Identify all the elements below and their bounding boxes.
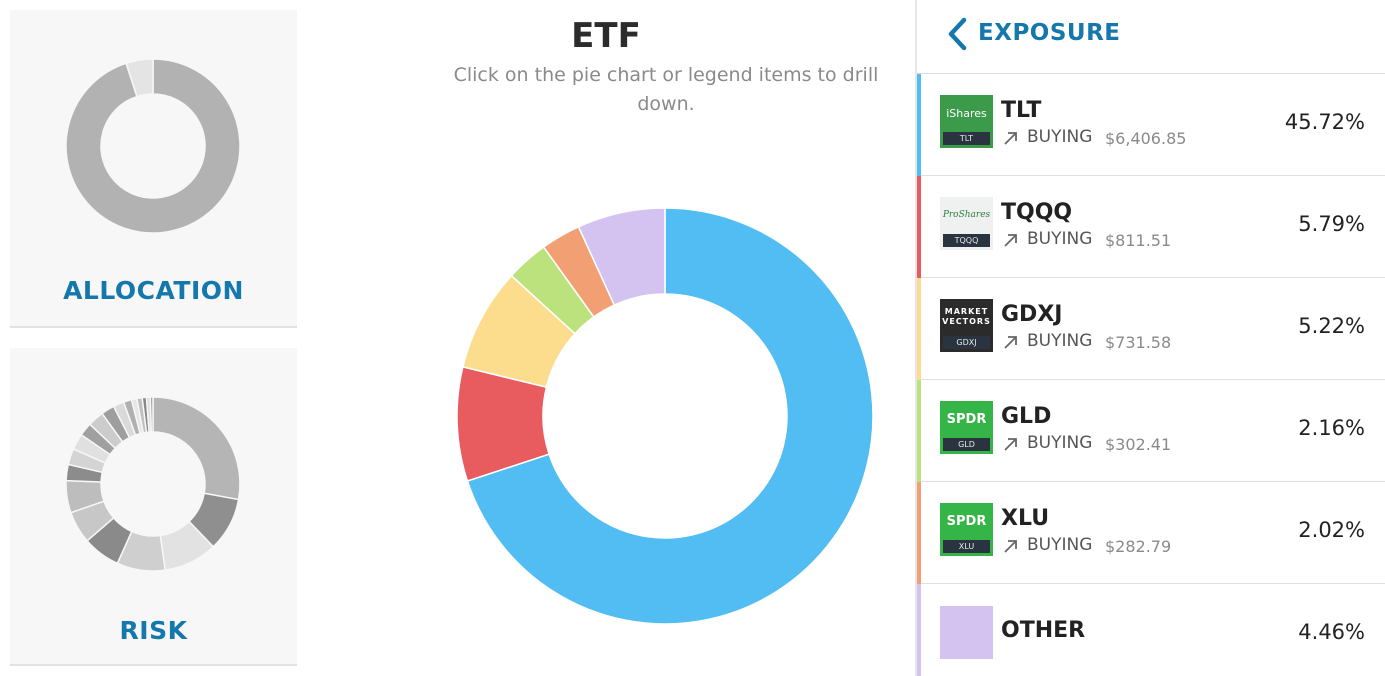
action-status: BUYING <box>1027 433 1093 453</box>
fund-logo-brand: ProShares <box>942 210 991 220</box>
etf-slice-other[interactable] <box>577 207 666 307</box>
color-indicator <box>917 278 921 380</box>
action-status: BUYING <box>1027 229 1093 249</box>
risk-label: RISK <box>119 616 188 645</box>
risk-slice-19[interactable] <box>149 396 154 433</box>
exposure-panel: EXPOSURE iShares TLT TLT BUYING $6,406.8… <box>915 0 1385 676</box>
color-indicator <box>917 380 921 482</box>
etf-slice-tlt[interactable] <box>466 207 874 625</box>
exposure-row-tqqq[interactable]: ProShares TQQQ TQQQ BUYING $811.51 5.79% <box>917 176 1385 278</box>
position-amount: $811.51 <box>1105 231 1172 250</box>
ticker-symbol: XLU <box>1001 506 1050 531</box>
ticker-symbol: TLT <box>1001 98 1042 123</box>
fund-logo-brand: MARKET VECTORS <box>942 307 991 326</box>
risk-donut-chart[interactable] <box>10 348 297 608</box>
allocation-slice-0[interactable] <box>65 58 241 234</box>
ticker-symbol: GDXJ <box>1001 302 1063 327</box>
fund-logo: SPDR GLD <box>940 401 993 454</box>
exposure-row-tlt[interactable]: iShares TLT TLT BUYING $6,406.85 45.72% <box>917 74 1385 176</box>
action-status: BUYING <box>1027 535 1093 555</box>
action-status: BUYING <box>1027 331 1093 351</box>
exposure-row-gdxj[interactable]: MARKET VECTORS GDXJ GDXJ BUYING $731.58 … <box>917 278 1385 380</box>
position-amount: $731.58 <box>1105 333 1172 352</box>
exposure-row-gld[interactable]: SPDR GLD GLD BUYING $302.41 2.16% <box>917 380 1385 482</box>
exposure-percentage: 4.46% <box>1298 620 1365 644</box>
fund-logo: iShares TLT <box>940 95 993 148</box>
allocation-slice-1[interactable] <box>125 58 154 98</box>
fund-logo-code: TLT <box>943 132 990 145</box>
position-amount: $302.41 <box>1105 435 1172 454</box>
exposure-row-xlu[interactable]: SPDR XLU XLU BUYING $282.79 2.02% <box>917 482 1385 584</box>
exposure-percentage: 5.79% <box>1298 212 1365 236</box>
color-indicator <box>917 74 921 176</box>
allocation-card[interactable]: ALLOCATION <box>10 10 297 328</box>
color-indicator <box>917 482 921 584</box>
fund-logo-brand: SPDR <box>946 411 987 427</box>
fund-logo: ProShares TQQQ <box>940 197 993 250</box>
fund-logo-code: GDXJ <box>943 336 990 349</box>
fund-logo-code: TQQQ <box>943 234 990 247</box>
trend-up-icon <box>1004 234 1017 247</box>
fund-logo-brand: SPDR <box>946 513 987 529</box>
color-indicator <box>917 176 921 278</box>
other-swatch <box>940 606 993 659</box>
position-amount: $282.79 <box>1105 537 1172 556</box>
risk-card[interactable]: RISK <box>10 348 297 666</box>
exposure-row-other[interactable]: OTHER 4.46% <box>917 584 1385 676</box>
chart-title: ETF <box>571 16 641 56</box>
position-amount: $6,406.85 <box>1105 129 1187 148</box>
allocation-label: ALLOCATION <box>63 276 244 305</box>
exposure-title: EXPOSURE <box>978 20 1121 46</box>
chevron-left-icon[interactable] <box>945 17 969 51</box>
other-label: OTHER <box>1001 618 1086 643</box>
trend-up-icon <box>1004 438 1017 451</box>
allocation-donut-chart[interactable] <box>10 10 297 270</box>
ticker-symbol: TQQQ <box>1001 200 1073 225</box>
exposure-percentage: 2.16% <box>1298 416 1365 440</box>
trend-up-icon <box>1004 336 1017 349</box>
etf-chart-area: ETF Click on the pie chart or legend ite… <box>297 0 915 676</box>
ticker-symbol: GLD <box>1001 404 1052 429</box>
etf-donut-chart[interactable] <box>297 0 915 676</box>
exposure-percentage: 5.22% <box>1298 314 1365 338</box>
fund-logo-code: XLU <box>943 540 990 553</box>
fund-logo-code: GLD <box>943 438 990 451</box>
trend-up-icon <box>1004 540 1017 553</box>
exposure-percentage: 45.72% <box>1284 110 1365 134</box>
fund-logo: SPDR XLU <box>940 503 993 556</box>
exposure-header: EXPOSURE <box>917 0 1385 74</box>
exposure-percentage: 2.02% <box>1298 518 1365 542</box>
chart-instructions: Click on the pie chart or legend items t… <box>453 64 879 115</box>
trend-up-icon <box>1004 132 1017 145</box>
color-indicator <box>917 584 921 676</box>
action-status: BUYING <box>1027 127 1093 147</box>
risk-slice-0[interactable] <box>152 396 241 501</box>
fund-logo: MARKET VECTORS GDXJ <box>940 299 993 352</box>
fund-logo-brand: iShares <box>946 106 987 120</box>
